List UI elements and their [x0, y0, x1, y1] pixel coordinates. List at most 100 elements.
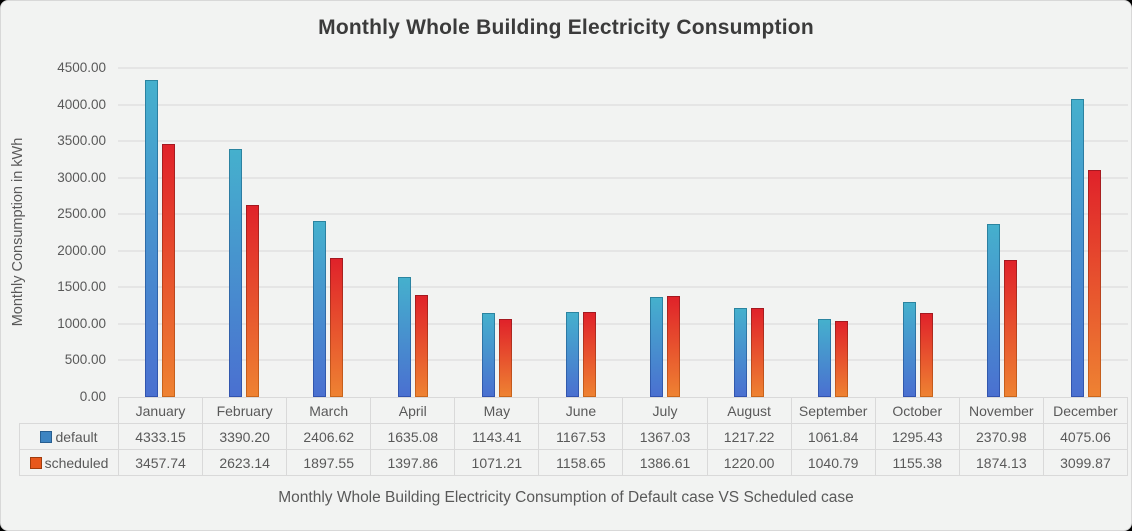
value-scheduled-february: 2623.14 — [202, 449, 288, 476]
month-header-june: June — [538, 397, 624, 424]
value-scheduled-may: 1071.21 — [454, 449, 540, 476]
plot-area — [118, 67, 1128, 397]
month-header-april: April — [370, 397, 456, 424]
bar-default-august — [734, 308, 748, 397]
bar-default-december — [1070, 99, 1084, 397]
y-tick-label: 3500.00 — [57, 133, 106, 149]
table-row-scheduled: scheduled 3457.74 2623.14 1897.55 1397.86 107… — [19, 449, 1129, 476]
chart-title: Monthly Whole Building Electricity Consu… — [318, 16, 814, 39]
value-scheduled-march: 1897.55 — [286, 449, 372, 476]
legend-swatch-default — [40, 430, 53, 443]
bar-series-area — [118, 68, 1128, 397]
table-row-default: default 4333.15 3390.20 2406.62 1635.08 1143.… — [19, 423, 1129, 450]
bar-default-may — [481, 313, 495, 397]
category-column-september — [791, 68, 875, 397]
bar-default-november — [986, 223, 1000, 397]
value-default-september: 1061.84 — [790, 423, 876, 450]
value-default-january: 4333.15 — [117, 423, 204, 450]
bar-scheduled-september — [835, 320, 849, 397]
category-column-april — [371, 68, 455, 397]
month-header-january: January — [117, 397, 204, 424]
bar-scheduled-april — [414, 294, 428, 397]
value-scheduled-october: 1155.38 — [874, 449, 960, 476]
category-column-march — [286, 68, 370, 397]
category-column-august — [707, 68, 791, 397]
bar-default-october — [902, 302, 916, 397]
y-axis-title: Monthly Consumption in kWh — [10, 137, 26, 327]
month-header-february: February — [202, 397, 288, 424]
category-column-july — [623, 68, 707, 397]
value-default-july: 1367.03 — [622, 423, 708, 450]
month-header-december: December — [1042, 397, 1129, 424]
y-tick-label: 3000.00 — [57, 169, 106, 185]
bar-scheduled-october — [919, 312, 933, 397]
table-corner-blank — [20, 398, 119, 424]
bar-default-march — [313, 221, 327, 397]
category-column-november — [960, 68, 1044, 397]
value-default-april: 1635.08 — [370, 423, 456, 450]
gridline — [118, 286, 1128, 289]
value-default-february: 3390.20 — [202, 423, 288, 450]
value-scheduled-july: 1386.61 — [622, 449, 708, 476]
bar-scheduled-november — [1003, 259, 1017, 397]
value-default-october: 1295.43 — [874, 423, 960, 450]
y-tick-label: 1000.00 — [57, 315, 106, 331]
bar-default-february — [229, 149, 243, 397]
gridline — [118, 359, 1128, 362]
month-header-october: October — [874, 397, 960, 424]
data-table: January February March April May June July Augu… — [19, 397, 1129, 476]
bar-default-june — [565, 311, 579, 397]
month-header-september: September — [790, 397, 876, 424]
value-default-november: 2370.98 — [958, 423, 1044, 450]
category-column-december — [1044, 68, 1128, 397]
gridline — [118, 67, 1128, 69]
series-label-scheduled: scheduled — [19, 449, 119, 476]
bar-scheduled-august — [751, 307, 765, 397]
category-column-february — [202, 68, 286, 397]
bar-default-january — [145, 80, 159, 397]
gridline — [118, 103, 1128, 106]
bar-default-april — [397, 277, 411, 397]
legend-swatch-scheduled — [29, 456, 42, 469]
bar-scheduled-may — [498, 318, 512, 397]
series-label-default: default — [19, 423, 119, 450]
y-tick-label: 4000.00 — [57, 96, 106, 112]
value-default-march: 2406.62 — [286, 423, 372, 450]
value-scheduled-september: 1040.79 — [790, 449, 876, 476]
value-scheduled-december: 3099.87 — [1042, 449, 1129, 476]
gridline — [118, 176, 1128, 179]
value-scheduled-january: 3457.74 — [117, 449, 204, 476]
value-scheduled-june: 1158.65 — [538, 449, 624, 476]
y-tick-label: 2000.00 — [57, 242, 106, 258]
bar-default-july — [650, 297, 664, 397]
value-scheduled-april: 1397.86 — [370, 449, 456, 476]
month-header-november: November — [958, 397, 1044, 424]
value-default-may: 1143.41 — [454, 423, 540, 450]
bar-scheduled-july — [667, 295, 681, 397]
category-column-october — [876, 68, 960, 397]
value-scheduled-august: 1220.00 — [706, 449, 792, 476]
bar-scheduled-january — [162, 144, 176, 397]
category-column-january — [118, 68, 202, 397]
bar-default-september — [818, 319, 832, 397]
month-header-july: July — [622, 397, 708, 424]
y-tick-label: 4500.00 — [57, 60, 106, 75]
chart-caption: Monthly Whole Building Electricity Consu… — [278, 489, 854, 506]
value-default-august: 1217.22 — [706, 423, 792, 450]
gridline — [118, 140, 1128, 143]
value-default-december: 4075.06 — [1042, 423, 1129, 450]
gridline — [118, 213, 1128, 216]
bar-scheduled-march — [330, 258, 344, 397]
y-tick-label: 0.00 — [79, 389, 106, 404]
month-header-may: May — [454, 397, 540, 424]
category-column-june — [539, 68, 623, 397]
month-header-august: August — [706, 397, 792, 424]
y-tick-label: 500.00 — [64, 352, 106, 368]
gridline — [118, 249, 1128, 252]
value-default-june: 1167.53 — [538, 423, 624, 450]
bar-scheduled-december — [1087, 170, 1101, 397]
y-tick-label: 1500.00 — [57, 279, 106, 295]
value-scheduled-november: 1874.13 — [958, 449, 1044, 476]
gridline — [118, 322, 1128, 325]
